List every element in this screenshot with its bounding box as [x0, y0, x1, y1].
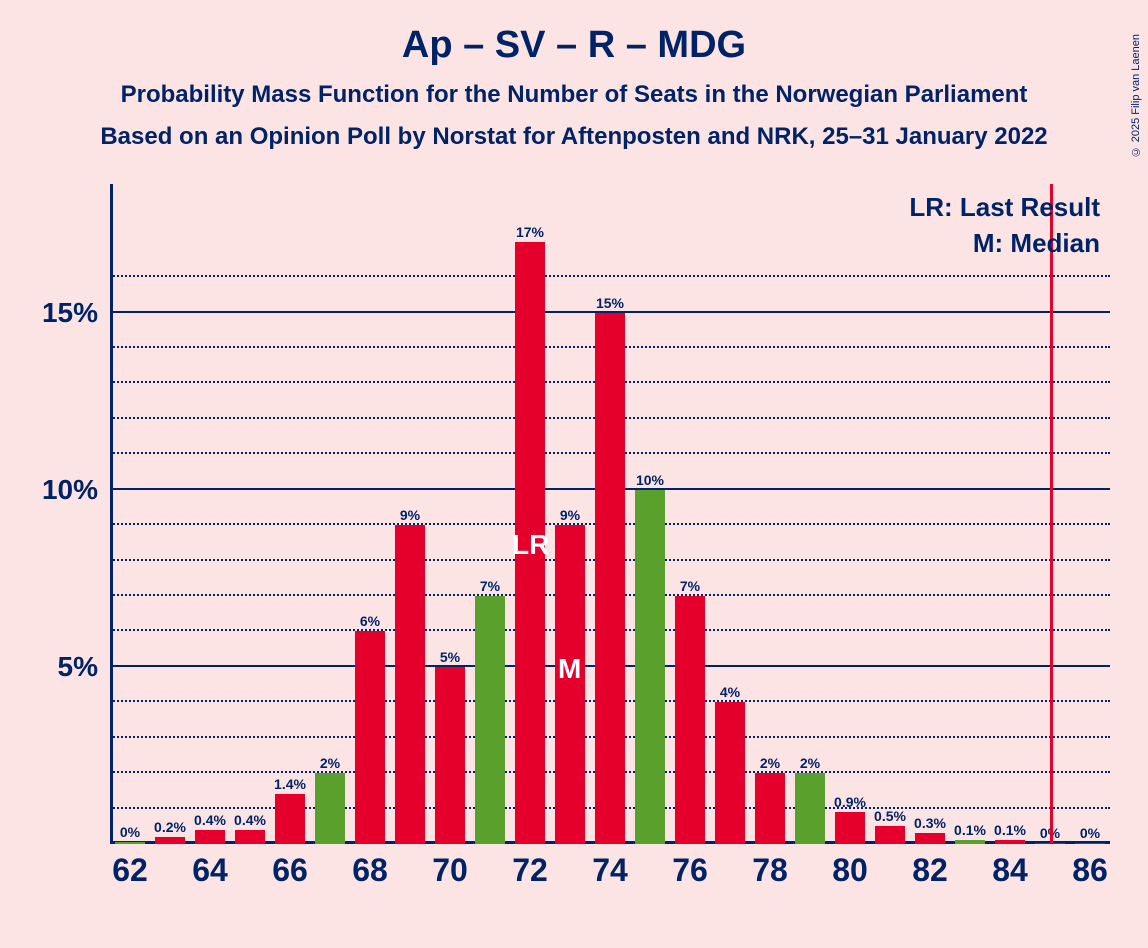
chart-title: Ap – SV – R – MDG [0, 24, 1148, 67]
bar-value-label: 10% [636, 472, 664, 488]
bar: 9% [555, 525, 585, 844]
bar-value-label: 9% [560, 507, 580, 523]
bar: 7% [475, 596, 505, 844]
y-axis-tick-label: 10% [42, 474, 98, 506]
bar-value-label: 2% [800, 755, 820, 771]
bar: 1.4% [275, 794, 305, 844]
bar: 0% [1075, 843, 1105, 844]
x-axis-tick-label: 72 [512, 852, 548, 889]
bar: 4% [715, 702, 745, 844]
bar: 0.4% [235, 830, 265, 844]
bar: 0.1% [955, 840, 985, 844]
bar-value-label: 7% [680, 578, 700, 594]
bar: 0% [115, 842, 145, 844]
plot-region: 5%10%15%626466687072747678808284860%0.2%… [110, 224, 1110, 844]
legend-last-result: LR: Last Result [909, 192, 1100, 223]
x-axis-tick-label: 66 [272, 852, 308, 889]
bar-value-label: 5% [440, 649, 460, 665]
chart-area: 5%10%15%626466687072747678808284860%0.2%… [110, 224, 1110, 844]
bar: 0.9% [835, 812, 865, 844]
y-axis-tick-label: 5% [58, 651, 98, 683]
bar-value-label: 0.1% [994, 822, 1026, 838]
bar: 7% [675, 596, 705, 844]
bar-value-label: 15% [596, 295, 624, 311]
bar-value-label: 0.5% [874, 808, 906, 824]
bar-value-label: 0.1% [954, 822, 986, 838]
bar: 0.4% [195, 830, 225, 844]
chart-subtitle-1: Probability Mass Function for the Number… [0, 81, 1148, 109]
bar-value-label: 6% [360, 613, 380, 629]
x-axis-tick-label: 78 [752, 852, 788, 889]
bar: 2% [315, 773, 345, 844]
bar-value-label: 4% [720, 684, 740, 700]
chart-subtitle-2: Based on an Opinion Poll by Norstat for … [0, 123, 1148, 151]
bar-value-label: 17% [516, 224, 544, 240]
bar: 0.5% [875, 826, 905, 844]
gridline-minor [110, 275, 1110, 277]
bar: 0.2% [155, 837, 185, 844]
bar-value-label: 0.3% [914, 815, 946, 831]
bar-value-label: 0.2% [154, 819, 186, 835]
x-axis-tick-label: 84 [992, 852, 1028, 889]
x-axis-tick-label: 82 [912, 852, 948, 889]
x-axis-tick-label: 68 [352, 852, 388, 889]
overlay-last-result-label: LR [512, 529, 549, 561]
bar: 9% [395, 525, 425, 844]
x-axis-tick-label: 62 [112, 852, 148, 889]
x-axis-tick-label: 80 [832, 852, 868, 889]
bar: 0.3% [915, 833, 945, 844]
x-axis-tick-label: 86 [1072, 852, 1108, 889]
y-axis-line [110, 184, 113, 844]
x-axis-tick-label: 74 [592, 852, 628, 889]
x-axis-tick-label: 64 [192, 852, 228, 889]
x-axis-tick-label: 76 [672, 852, 708, 889]
bar: 10% [635, 490, 665, 844]
bar: 2% [755, 773, 785, 844]
x-axis-tick-label: 70 [432, 852, 468, 889]
bar-value-label: 0% [1080, 825, 1100, 841]
bar: 0.1% [995, 840, 1025, 844]
legend-median: M: Median [973, 228, 1100, 259]
bar-value-label: 2% [320, 755, 340, 771]
reference-vertical-line [1050, 184, 1053, 844]
bar-value-label: 2% [760, 755, 780, 771]
bar: 5% [435, 667, 465, 844]
bar-value-label: 0.9% [834, 794, 866, 810]
bar-value-label: 0.4% [234, 812, 266, 828]
bar-value-label: 7% [480, 578, 500, 594]
bar: 2% [795, 773, 825, 844]
bar-value-label: 9% [400, 507, 420, 523]
bar: 15% [595, 313, 625, 844]
bar-value-label: 0.4% [194, 812, 226, 828]
y-axis-tick-label: 15% [42, 297, 98, 329]
credit-text: © 2025 Filip van Laenen [1130, 34, 1142, 157]
overlay-median-label: M [558, 653, 581, 685]
bar: 6% [355, 631, 385, 844]
bar-value-label: 0% [120, 824, 140, 840]
bar-value-label: 1.4% [274, 776, 306, 792]
